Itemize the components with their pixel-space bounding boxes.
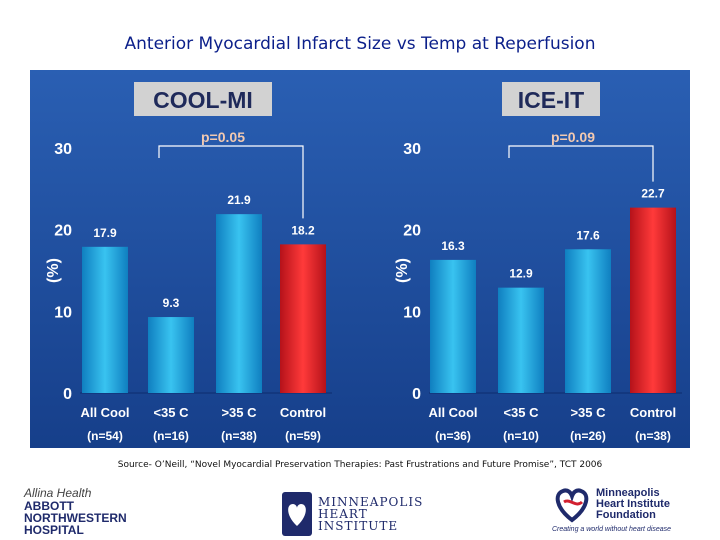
category-label: >35 C [221, 405, 257, 420]
category-label: <35 C [503, 405, 539, 420]
data-label: 9.3 [163, 296, 180, 310]
y-axis-label: (%) [394, 258, 411, 283]
bar [565, 249, 611, 393]
p-value-label: p=0.05 [201, 129, 245, 145]
chart-title: COOL-MI [153, 87, 253, 113]
sample-size-label: (n=16) [153, 429, 189, 443]
chart-panel: COOL-MI 0 10 20 30 (%) 17.9 All Cool (n=54) 9.3 <3… [30, 70, 690, 448]
allina-line3: NORTHWESTERN [24, 511, 127, 525]
bar [280, 244, 326, 393]
y-tick-label: 20 [54, 223, 72, 240]
p-value-bracket [158, 145, 304, 219]
y-tick-label: 0 [63, 386, 72, 403]
bar [148, 317, 194, 393]
y-tick-label: 10 [54, 304, 72, 321]
mhi-line1: MINNEAPOLIS [318, 495, 424, 509]
data-label: 12.9 [509, 267, 533, 281]
y-tick-label: 20 [403, 223, 421, 240]
category-label: All Cool [80, 405, 129, 420]
category-label: >35 C [570, 405, 606, 420]
heart-icon [282, 492, 312, 536]
category-label: Control [630, 405, 676, 420]
chart-title-box [134, 82, 272, 116]
bar [498, 287, 544, 393]
allina-line1: Allina Health [24, 486, 92, 500]
mhi-line3: INSTITUTE [318, 519, 399, 533]
allina-line2: ABBOTT [24, 499, 74, 513]
source-citation: Source- O’Neill, “Novel Myocardial Prese… [117, 460, 603, 470]
data-label: 16.3 [441, 239, 465, 253]
mhif-tagline: Creating a world without heart disease [552, 526, 672, 533]
allina-line4: HOSPITAL [24, 523, 84, 537]
mhif-line1: Minneapolis [596, 487, 660, 499]
p-value-bracket [508, 145, 654, 182]
bar [216, 214, 262, 393]
y-tick-label: 30 [403, 141, 421, 158]
sample-size-label: (n=10) [503, 429, 539, 443]
y-axis-label: (%) [45, 258, 62, 283]
category-label: Control [280, 405, 326, 420]
bar [82, 246, 128, 393]
sample-size-label: (n=36) [435, 429, 471, 443]
chart-title-box [502, 82, 600, 116]
bar [430, 259, 476, 393]
category-label: All Cool [428, 405, 477, 420]
sample-size-label: (n=26) [570, 429, 606, 443]
data-label: 21.9 [227, 193, 251, 207]
p-value-label: p=0.09 [551, 129, 595, 145]
sample-size-label: (n=59) [285, 429, 321, 443]
allina-logo: Allina Health ABBOTT NORTHWESTERN HOSPIT… [24, 486, 184, 536]
bar [630, 207, 676, 393]
data-label: 18.2 [291, 223, 315, 237]
mhif-logo: Minneapolis Heart Institute Foundation C… [552, 486, 712, 538]
data-label: 17.9 [93, 226, 117, 240]
mhif-line3: Foundation [596, 509, 656, 521]
mhi-logo: MINNEAPOLIS HEART INSTITUTE [282, 490, 452, 538]
heart-ribbon-icon [555, 488, 589, 523]
mhi-line2: HEART [318, 507, 368, 521]
sample-size-label: (n=38) [221, 429, 257, 443]
data-label: 22.7 [641, 187, 665, 201]
slide-title: Anterior Myocardial Infarct Size vs Temp… [124, 34, 596, 54]
y-tick-label: 30 [54, 141, 72, 158]
chart-title: ICE-IT [518, 87, 584, 113]
data-label: 17.6 [576, 228, 600, 242]
sample-size-label: (n=38) [635, 429, 671, 443]
category-label: <35 C [153, 405, 189, 420]
mhif-line2: Heart Institute [596, 498, 670, 510]
sample-size-label: (n=54) [87, 429, 123, 443]
y-tick-label: 0 [412, 386, 421, 403]
y-tick-label: 10 [403, 304, 421, 321]
